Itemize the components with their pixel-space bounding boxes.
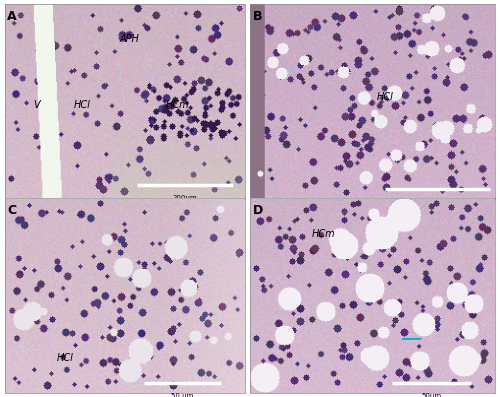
Text: A: A <box>8 10 17 23</box>
Text: HCl: HCl <box>74 100 90 110</box>
Text: HCl: HCl <box>56 353 74 363</box>
Text: HCm: HCm <box>166 100 190 110</box>
Text: C: C <box>8 204 16 217</box>
Text: 200µm: 200µm <box>172 195 198 200</box>
Text: 50µm: 50µm <box>421 393 442 397</box>
Text: 100µm: 100µm <box>425 198 450 204</box>
Text: B: B <box>252 10 262 23</box>
Text: 50 µm: 50 µm <box>172 393 194 397</box>
Text: APH: APH <box>120 34 140 44</box>
Text: V: V <box>33 100 40 110</box>
Text: D: D <box>252 204 262 217</box>
Text: HCm: HCm <box>312 229 336 239</box>
Text: HCl: HCl <box>376 93 393 102</box>
